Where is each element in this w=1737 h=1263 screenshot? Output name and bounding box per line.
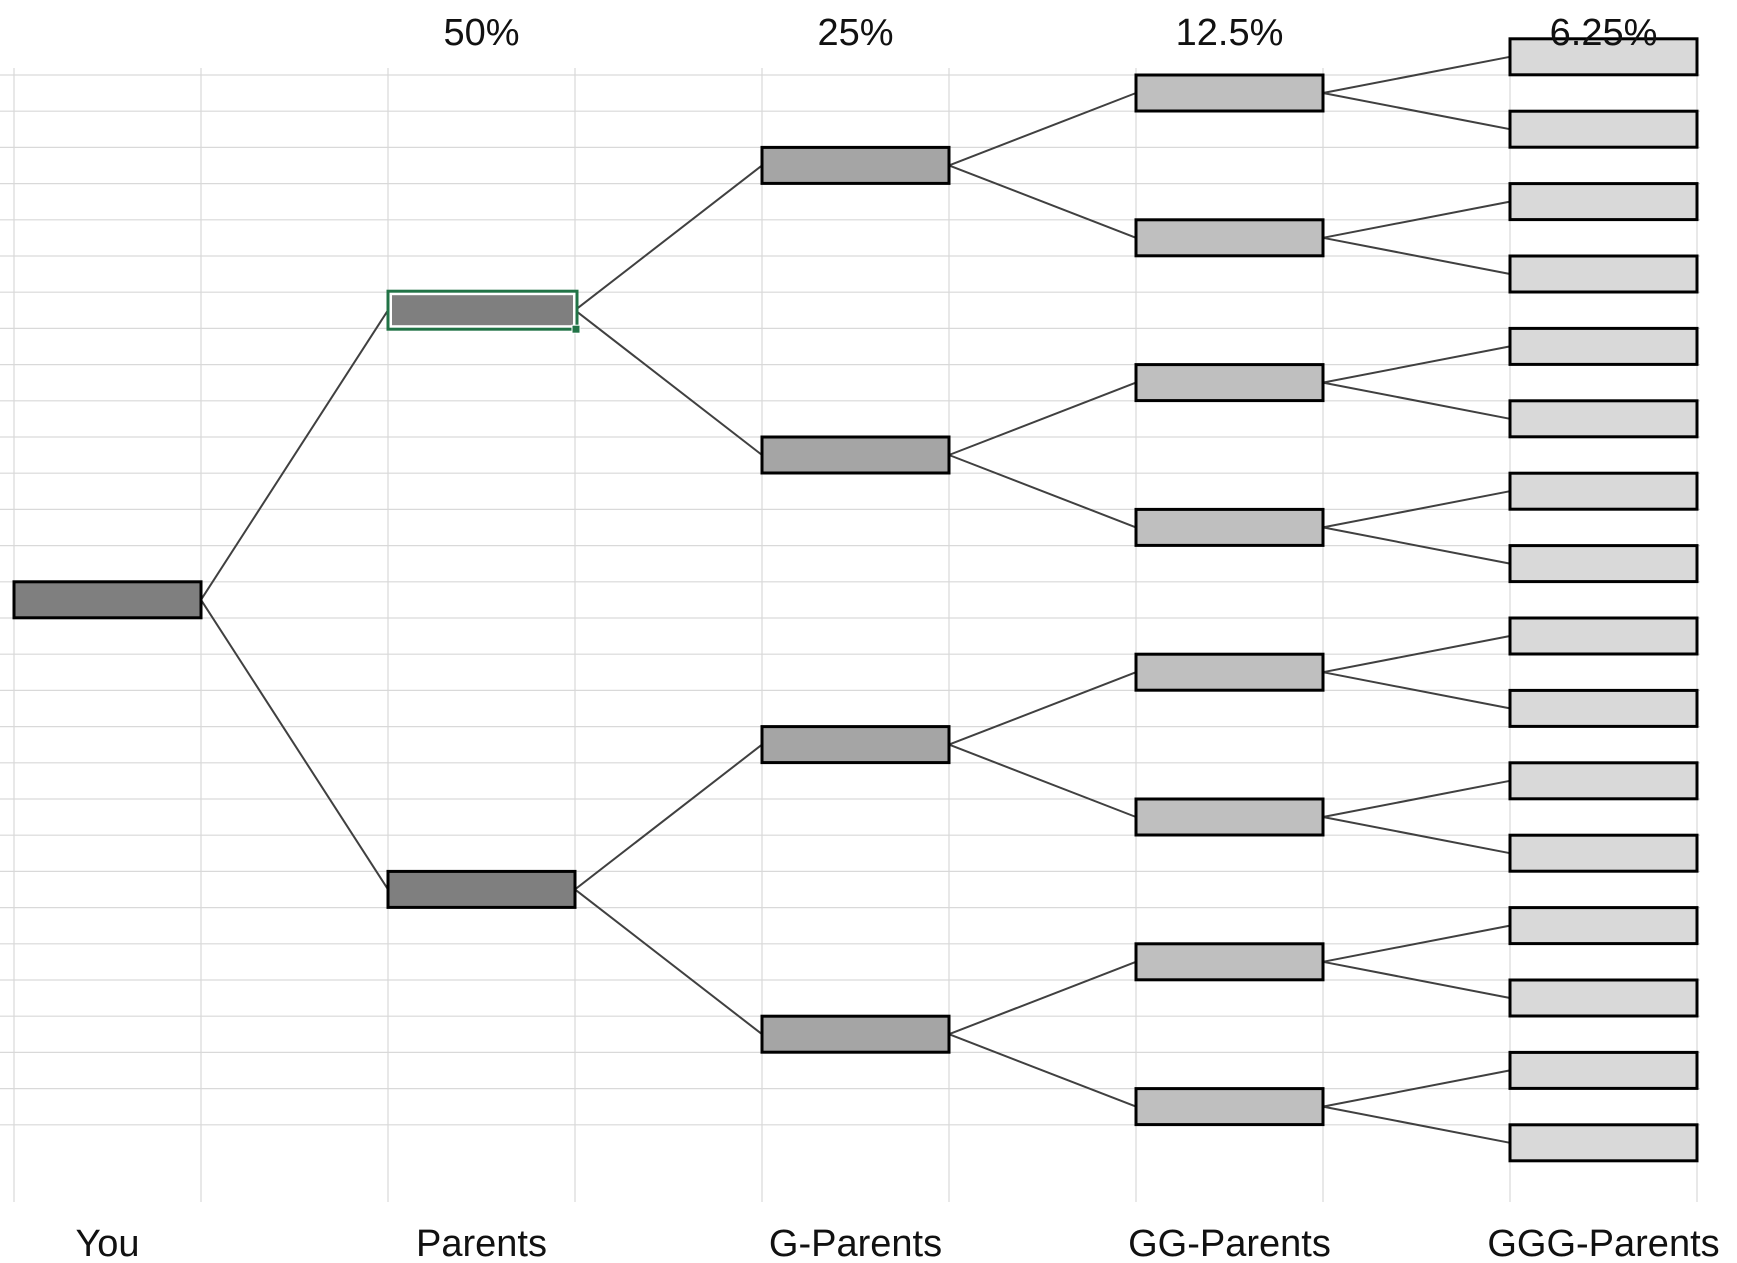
ggg-parents-box-6[interactable] — [1508, 399, 1699, 439]
ggg-parents-box-7[interactable] — [1508, 471, 1699, 511]
ggg-parents-box-1[interactable] — [1508, 37, 1699, 77]
ggg-parents-box-14[interactable] — [1508, 978, 1699, 1018]
connector-line — [574, 164, 763, 311]
ggg-parents-box-5[interactable] — [1508, 326, 1699, 366]
connector-line — [1322, 92, 1511, 131]
connector-line — [1322, 1069, 1511, 1108]
percent-label-gg-parents: 12.5% — [1176, 12, 1284, 54]
parents-box-1[interactable] — [392, 295, 573, 326]
connector-line — [574, 888, 763, 1035]
ggg-parents-box-4[interactable] — [1508, 254, 1699, 294]
connector-line — [948, 960, 1137, 1036]
connector-line — [1322, 200, 1511, 239]
g-parents-box-1[interactable] — [760, 145, 951, 185]
ggg-parents-box-11[interactable] — [1508, 761, 1699, 801]
percent-label-parents: 50% — [443, 12, 519, 54]
connector-line — [1322, 671, 1511, 710]
connector-line — [574, 309, 763, 456]
connector-line — [1322, 55, 1511, 94]
connector-line — [1322, 526, 1511, 565]
connector-line — [948, 1033, 1137, 1108]
connector-line — [1322, 960, 1511, 999]
connector-line — [1322, 1105, 1511, 1144]
generation-label-ggg-parents: GGG-Parents — [1487, 1223, 1719, 1263]
connector-line — [1322, 816, 1511, 855]
connector-line — [948, 381, 1137, 456]
ggg-parents-box-15[interactable] — [1508, 1050, 1699, 1090]
generation-label-you: You — [75, 1223, 139, 1263]
percent-label-ggg-parents: 6.25% — [1550, 12, 1658, 54]
tree-connectors — [200, 55, 1511, 1144]
ggg-parents-box-3[interactable] — [1508, 182, 1699, 222]
generation-label-parents: Parents — [416, 1223, 547, 1263]
connector-line — [1322, 381, 1511, 420]
gg-parents-box-4[interactable] — [1134, 507, 1325, 547]
gg-parents-box-7[interactable] — [1134, 942, 1325, 982]
generation-label-gg-parents: GG-Parents — [1128, 1223, 1331, 1263]
connector-line — [1322, 236, 1511, 275]
gg-parents-box-2[interactable] — [1134, 218, 1325, 258]
ggg-parents-box-2[interactable] — [1508, 109, 1699, 149]
connector-line — [948, 671, 1137, 746]
tree-boxes — [12, 37, 1699, 1163]
ggg-parents-box-12[interactable] — [1508, 833, 1699, 873]
gg-parents-box-6[interactable] — [1134, 797, 1325, 837]
connector-line — [948, 164, 1137, 239]
connector-line — [948, 92, 1137, 167]
connector-line — [1322, 345, 1511, 384]
connector-line — [1322, 924, 1511, 963]
g-parents-box-4[interactable] — [760, 1014, 951, 1054]
generation-label-g-parents: G-Parents — [769, 1223, 942, 1263]
generation-labels: You 50% Parents 25% G-Parents 12.5% GG-Parents… — [75, 12, 1719, 1263]
ggg-parents-box-10[interactable] — [1508, 688, 1699, 728]
connector-line — [948, 743, 1137, 818]
fill-handle[interactable] — [571, 324, 581, 334]
gg-parents-box-8[interactable] — [1134, 1087, 1325, 1127]
percent-label-g-parents: 25% — [817, 12, 893, 54]
connector-line — [200, 599, 389, 890]
you-box[interactable] — [12, 580, 203, 620]
connector-line — [1322, 635, 1511, 674]
gg-parents-box-3[interactable] — [1134, 363, 1325, 403]
ggg-parents-box-13[interactable] — [1508, 906, 1699, 946]
ggg-parents-box-8[interactable] — [1508, 544, 1699, 584]
connector-line — [1322, 490, 1511, 529]
gg-parents-box-5[interactable] — [1134, 652, 1325, 692]
g-parents-box-3[interactable] — [760, 725, 951, 765]
connector-line — [948, 454, 1137, 529]
connector-line — [574, 743, 763, 891]
ggg-parents-box-16[interactable] — [1508, 1123, 1699, 1163]
parents-box-2[interactable] — [386, 869, 577, 909]
connector-line — [200, 309, 389, 601]
connector-line — [1322, 779, 1511, 818]
gg-parents-box-1[interactable] — [1134, 73, 1325, 113]
g-parents-box-2[interactable] — [760, 435, 951, 475]
ggg-parents-box-9[interactable] — [1508, 616, 1699, 656]
